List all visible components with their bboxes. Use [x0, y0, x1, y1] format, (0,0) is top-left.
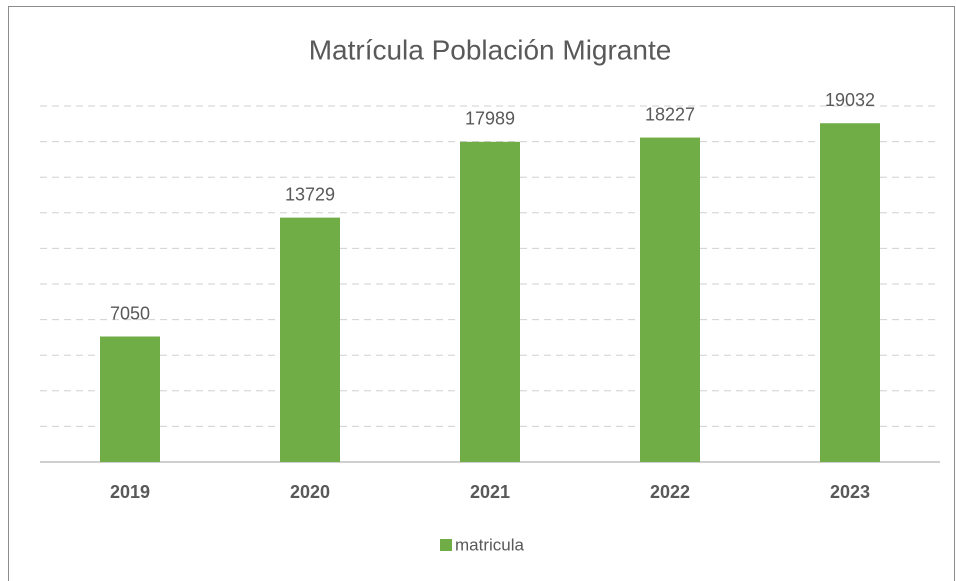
- x-tick-label: 2022: [650, 482, 690, 502]
- legend-swatch: [440, 539, 452, 551]
- bar: [280, 217, 340, 462]
- chart-title: Matrícula Población Migrante: [309, 34, 672, 65]
- bar: [460, 141, 520, 462]
- bar: [640, 137, 700, 463]
- legend-label: matricula: [455, 535, 525, 554]
- x-tick-label: 2021: [470, 482, 510, 502]
- data-label: 13729: [285, 184, 335, 204]
- x-tick-label: 2023: [830, 482, 870, 502]
- data-label: 17989: [465, 109, 515, 129]
- x-tick-label: 2019: [110, 482, 150, 502]
- bar: [820, 123, 880, 462]
- data-label: 19032: [825, 90, 875, 110]
- x-tick-label: 2020: [290, 482, 330, 502]
- bar: [100, 336, 160, 462]
- data-label: 7050: [110, 303, 150, 323]
- data-label: 18227: [645, 104, 695, 124]
